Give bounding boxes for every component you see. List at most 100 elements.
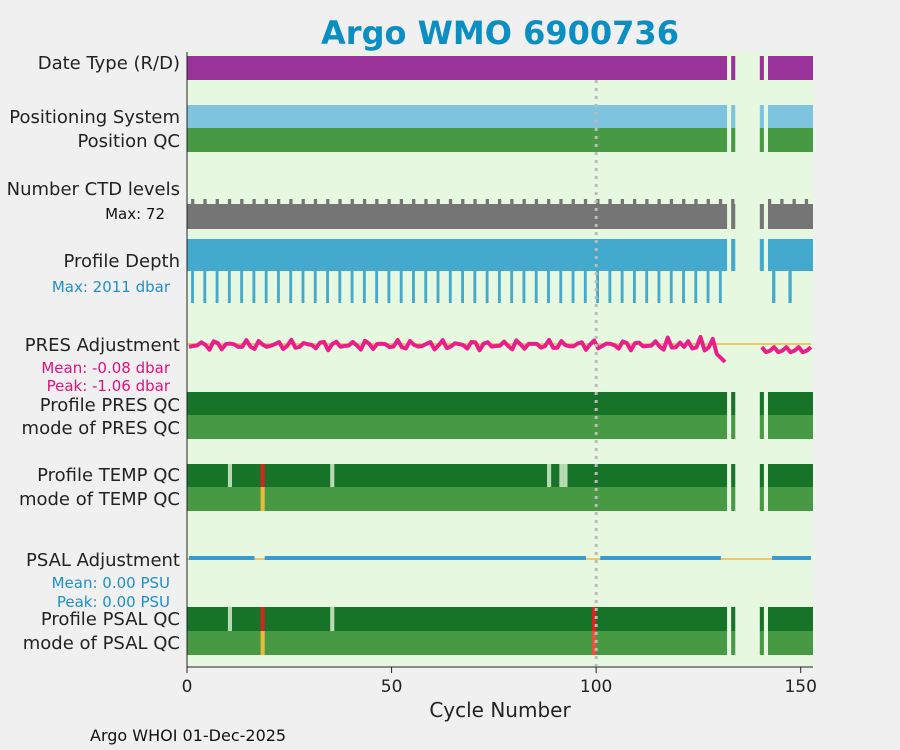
ctd-level-tick: [412, 199, 416, 205]
ctd-level-tick: [227, 199, 232, 205]
profile-temp-qc-bar: [767, 464, 813, 487]
psal-qc-bad-cell: [260, 607, 265, 631]
profile-depth-deep-tick: [191, 271, 194, 303]
profile-depth-deep-tick: [534, 271, 538, 303]
ctd-level-tick: [424, 199, 428, 205]
profile-depth-deep-tick: [788, 271, 792, 303]
ctd-levels-bar: [767, 204, 813, 229]
ctd-level-tick: [510, 199, 514, 205]
profile-temp-qc-bar: [187, 464, 728, 487]
positioning-system-bar: [731, 105, 736, 128]
mode-pres-qc-bar: [767, 415, 813, 439]
profile-depth-deep-tick: [338, 271, 342, 303]
profile-depth-deep-tick: [620, 271, 624, 303]
profile-depth-deep-tick: [277, 271, 280, 303]
date-type-bar: [759, 56, 764, 80]
label-position-qc: Position QC: [77, 131, 180, 152]
profile-psal-qc-bar: [759, 607, 764, 631]
ctd-level-tick: [583, 199, 588, 205]
positioning-system-bar: [767, 105, 813, 128]
ctd-level-tick: [767, 199, 772, 205]
psal-peak-label: Peak: 0.00 PSU: [57, 593, 170, 611]
mode-psal-qc-bar: [759, 631, 764, 655]
ctd-level-tick: [387, 199, 391, 205]
ctd-level-tick: [461, 199, 465, 205]
profile-depth-deep-tick: [645, 271, 649, 303]
label-mode-temp-qc: mode of TEMP QC: [19, 489, 180, 510]
profile-depth-deep-tick: [596, 271, 600, 303]
ctd-level-tick: [191, 199, 195, 205]
profile-depth-deep-tick: [252, 271, 256, 303]
depth-max-label: Max: 2011 dbar: [52, 278, 171, 296]
ctd-level-tick: [485, 199, 489, 205]
ctd-level-tick: [264, 199, 269, 205]
profile-depth-deep-tick: [448, 271, 452, 303]
x-axis: 0 50 100 150: [182, 667, 817, 697]
ctd-levels-bar: [187, 204, 728, 229]
profile-pres-qc-bar: [767, 392, 813, 415]
pres-adjustment-line: [760, 345, 813, 355]
ctd-level-tick: [252, 199, 256, 205]
ctd-levels-bar: [731, 204, 736, 229]
profile-depth-deep-tick: [608, 271, 612, 303]
label-psal-adjustment: PSAL Adjustment: [26, 550, 180, 571]
ctd-level-tick: [301, 199, 305, 205]
profile-depth-deep-tick: [522, 271, 526, 303]
profile-psal-qc-bar: [767, 607, 813, 631]
ctd-level-tick: [522, 199, 526, 205]
profile-depth-bar: [731, 239, 736, 271]
psal-qc-probably-good-cell: [227, 607, 233, 631]
profile-depth-deep-tick: [301, 271, 305, 303]
label-profile-temp-qc: Profile TEMP QC: [37, 465, 180, 486]
ctd-level-tick: [448, 199, 453, 205]
profile-depth-bar: [187, 239, 728, 271]
profile-depth-deep-tick: [706, 271, 710, 303]
profile-depth-deep-tick: [485, 271, 489, 303]
ctd-level-tick: [669, 199, 674, 205]
profile-depth-deep-tick: [227, 271, 231, 303]
ctd-level-tick: [289, 199, 293, 205]
psal-mode-probably-bad-cell: [260, 631, 265, 655]
x-tick-label: 150: [784, 677, 816, 697]
ctd-level-tick: [313, 199, 318, 205]
profile-psal-qc-bar: [187, 607, 728, 631]
profile-depth-deep-tick: [203, 271, 207, 303]
label-profile-psal-qc: Profile PSAL QC: [41, 609, 180, 630]
profile-pres-qc-bar: [187, 392, 728, 415]
profile-depth-deep-tick: [473, 271, 477, 303]
ctd-level-tick: [436, 199, 440, 205]
plot-area: [187, 52, 813, 666]
x-tick-label: 100: [580, 677, 612, 697]
profile-depth-deep-tick: [694, 271, 698, 303]
temp-qc-probably-good-cell: [227, 464, 233, 487]
positioning-system-bar: [187, 105, 728, 128]
profile-depth-deep-tick: [632, 271, 636, 303]
pres-adjustment-line: [188, 334, 727, 364]
profile-psal-qc-bar: [731, 607, 736, 631]
mode-psal-qc-bar: [731, 631, 736, 655]
psal-mode-bad-cell: [592, 631, 597, 655]
ctd-level-tick: [706, 199, 710, 205]
profile-depth-deep-tick: [510, 271, 514, 303]
ctd-level-tick: [215, 199, 219, 205]
profile-depth-deep-tick: [350, 271, 354, 303]
profile-depth-deep-tick: [497, 271, 501, 303]
psal-mean-label: Mean: 0.00 PSU: [52, 574, 170, 592]
ctd-level-tick: [473, 199, 477, 205]
mode-temp-qc-bar: [767, 487, 813, 511]
profile-depth-deep-tick: [772, 271, 776, 303]
ctd-level-tick: [338, 199, 342, 205]
ctd-level-tick: [608, 199, 612, 205]
temp-qc-probably-good-cell: [330, 464, 335, 487]
plot-marks: [186, 52, 813, 668]
chart-title: Argo WMO 6900736: [321, 14, 679, 52]
psal-qc-probably-good-cell: [330, 607, 335, 631]
mode-pres-qc-bar: [187, 415, 728, 439]
ctd-level-tick: [731, 199, 735, 205]
ctd-level-tick: [694, 199, 698, 205]
temp-mode-probably-bad-cell: [260, 487, 265, 511]
ctd-level-tick: [792, 199, 796, 205]
profile-depth-deep-tick: [215, 271, 219, 303]
ctd-level-tick: [534, 199, 539, 205]
date-type-bar: [731, 56, 736, 80]
